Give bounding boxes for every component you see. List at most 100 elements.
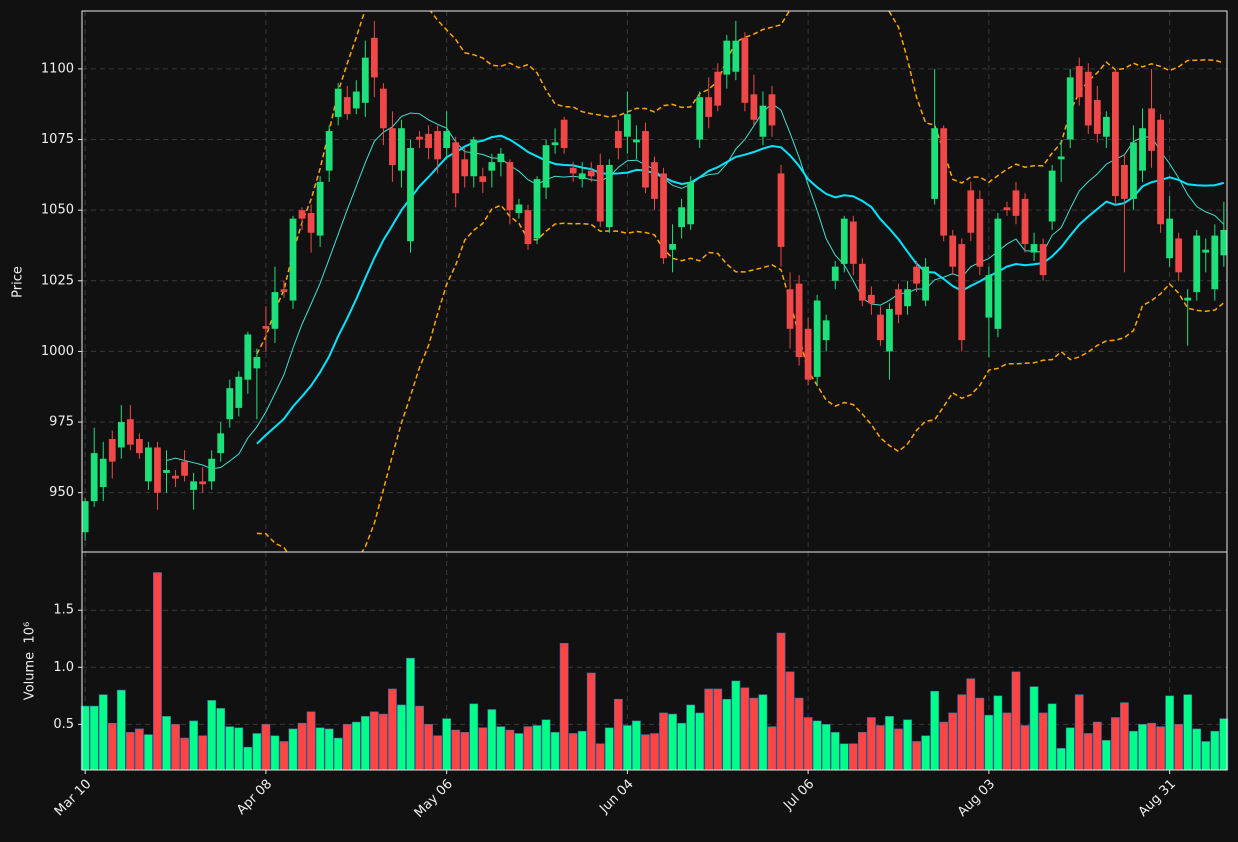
volume-bar [369, 711, 379, 771]
candle-body [253, 357, 261, 369]
candle-body [398, 128, 405, 171]
volume-bar [1074, 694, 1084, 771]
volume-bar [577, 730, 587, 771]
volume-bar [1174, 724, 1184, 771]
volume-bar [252, 733, 262, 771]
candle-body [994, 218, 1002, 329]
candle-body [488, 162, 496, 171]
candle-body [542, 145, 550, 188]
candle-body [678, 207, 686, 228]
volume-bar [948, 712, 958, 771]
candle-body [90, 453, 98, 502]
candle-body [949, 235, 957, 267]
candle-body [1021, 198, 1029, 245]
candle-body [208, 458, 216, 482]
volume-bar [957, 694, 967, 771]
candle-body [416, 136, 423, 140]
candle-body [470, 139, 478, 177]
candle-body [126, 419, 134, 445]
candle-body [795, 283, 803, 358]
candle-body [262, 325, 270, 329]
volume-bar [89, 705, 99, 771]
candle-body [108, 438, 116, 462]
candle-body [352, 91, 360, 109]
volume-bar [135, 728, 144, 771]
volume-bar [379, 713, 388, 771]
volume-bar [613, 698, 623, 771]
volume-bar [351, 721, 361, 771]
volume-bar [713, 688, 723, 771]
volume-bar [261, 724, 271, 771]
candle-body [154, 447, 161, 493]
volume-bar [885, 716, 894, 771]
volume-bar [144, 734, 153, 771]
candle-body [379, 88, 387, 129]
volume-bar [930, 690, 940, 771]
y-tick-label: 1000 [41, 344, 74, 359]
volume-bar [1056, 748, 1066, 771]
candle-body [786, 289, 794, 329]
volume-bar [424, 724, 433, 771]
candle-body [271, 292, 279, 329]
volume-bar [1120, 702, 1129, 771]
candle-body [958, 244, 966, 341]
volume-bar [1083, 733, 1093, 771]
candle-body [696, 97, 704, 140]
candle-body [578, 173, 586, 180]
candle-body [1202, 249, 1210, 253]
candle-body [840, 218, 848, 264]
candle-body [569, 167, 577, 174]
candle-body [389, 128, 396, 165]
candle-body [145, 447, 152, 482]
candle-body [587, 170, 595, 177]
volume-bar [1065, 727, 1075, 771]
volume-bar [532, 725, 542, 771]
candle-body [434, 131, 441, 160]
volume-bar [153, 572, 162, 771]
candle-body [813, 300, 821, 377]
candle-body [651, 162, 658, 199]
volume-bar [758, 694, 768, 771]
volume-bar [1038, 712, 1048, 771]
volume-bar [921, 735, 930, 771]
volume-bar [984, 714, 994, 771]
volume-tick-label: 1.5 [53, 603, 74, 618]
candle-body [931, 128, 939, 199]
candle-body [985, 275, 993, 318]
volume-bar [297, 722, 307, 771]
candle-body [768, 94, 776, 126]
candle-body [669, 244, 676, 250]
candle-body [506, 162, 514, 211]
candle-body [135, 438, 143, 454]
candle-body [714, 71, 722, 106]
y-tick-label: 950 [49, 485, 74, 500]
candle-body [325, 131, 333, 171]
volume-bar [270, 735, 280, 771]
volume-bar [641, 734, 650, 771]
candle-body [497, 153, 505, 163]
candle-body [967, 190, 975, 233]
candle-body [99, 458, 107, 488]
volume-bar [1210, 730, 1220, 771]
candle-body [343, 97, 351, 115]
volume-bar [767, 726, 777, 771]
candle-body [199, 481, 207, 485]
volume-bar [207, 700, 217, 771]
volume-bar [623, 725, 632, 771]
candle-body [226, 388, 234, 420]
candle-body [976, 198, 984, 267]
candle-body [217, 433, 225, 454]
candle-body [452, 142, 460, 194]
candle-body [777, 173, 785, 247]
candle-body [190, 481, 197, 490]
volume-bar [731, 680, 741, 771]
volume-bar [306, 711, 316, 771]
candle-body [614, 131, 622, 149]
volume-bar [1165, 695, 1174, 771]
candle-body [515, 204, 523, 213]
volume-bar [848, 743, 858, 771]
volume-bar [1138, 724, 1147, 771]
candle-body [298, 210, 306, 219]
volume-bar [785, 671, 795, 771]
